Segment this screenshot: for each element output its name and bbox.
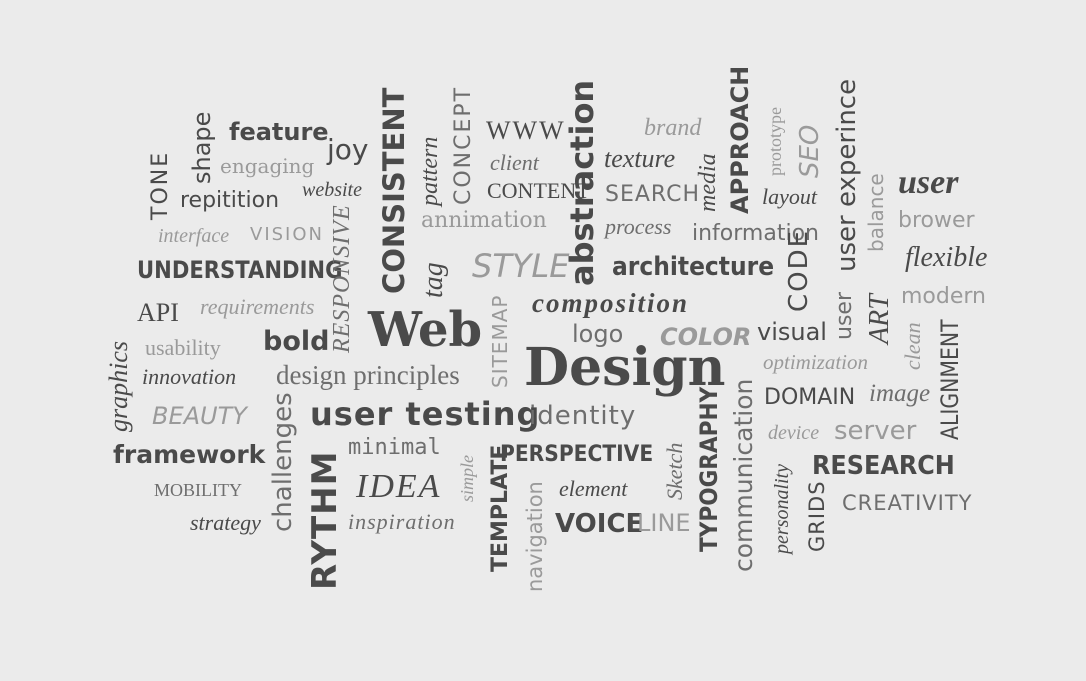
word-bold: bold [263,326,330,357]
word-seo: SEO [795,124,825,178]
word-annimation: annimation [421,208,547,233]
word-navigation: navigation [523,481,547,592]
word-repitition: repitition [180,188,280,213]
word-user-vertical: user [832,292,857,340]
word-innovation: innovation [142,364,237,389]
word-minimal: minimal [348,435,441,460]
word-alignment: ALIGNMENT [936,319,964,440]
word-consistent: CONSISTENT [377,87,411,294]
word-line: LINE [637,509,691,537]
word-understanding: UNDERSTANDING [137,256,343,284]
word-domain: DOMAIN [764,385,856,410]
word-user: user [898,164,959,201]
word-strategy: strategy [190,510,261,535]
word-visual: visual [757,318,827,346]
word-shape: shape [188,111,216,184]
word-style: STYLE [472,247,570,285]
word-concept: CONCEPT [451,85,476,205]
word-simple: simple [457,455,477,502]
word-flexible: flexible [905,242,988,273]
word-creativity: CREATIVITY [842,491,973,515]
word-identity: identity [529,401,637,431]
word-grids: GRIDS [805,480,829,552]
word-joy: joy [327,133,369,166]
word-client: client [490,150,539,175]
word-tag: tag [418,262,449,298]
word-information: information [692,221,819,246]
word-engaging: engaging [220,154,315,178]
word-user-experince: user experince [832,78,862,272]
word-idea: IDEA [356,468,442,505]
word-sketch: Sketch [662,442,687,500]
word-template: TEMPLATE [488,444,513,572]
word-element: element [559,476,628,501]
word-balance: balance [864,173,888,252]
word-approach: APPROACH [726,65,754,214]
word-requirements: requirements [200,294,315,319]
word-logo: logo [572,320,624,348]
word-modern: modern [901,284,986,309]
word-search: SEARCH [605,182,701,207]
word-api: API [137,298,179,327]
word-mobility: MOBILITY [154,480,242,500]
word-research: RESEARCH [812,451,955,481]
word-communication: communication [729,378,758,572]
word-texture: texture [604,144,676,173]
word-design-principles: design principles [276,360,460,390]
word-typography: TYPOGRAPHY [695,386,723,552]
word-media: media [695,153,721,212]
word-voice: VOICE [555,509,644,539]
word-design: Design [524,337,726,398]
word-brand: brand [644,115,702,141]
word-server: server [834,416,917,446]
word-pattern: pattern [417,136,443,206]
word-framework: framework [113,440,266,469]
word-responsive: RESPONSIVE [329,204,355,353]
word-www: WWW [486,116,566,145]
word-user-testing: user testing [310,395,541,433]
word-clean: clean [900,322,925,370]
word-architecture: architecture [612,252,775,282]
word-abstraction: abstraction [563,79,601,286]
word-brower: brower [898,208,975,233]
word-optimization: optimization [763,350,869,374]
word-rythm: RYTHM [305,450,345,590]
word-graphics: graphics [104,341,133,432]
word-feature: feature [229,118,329,146]
word-color: COLOR [660,323,752,351]
word-device: device [768,422,820,444]
word-composition: composition [532,288,690,318]
word-personality: personality [771,464,793,554]
word-tone: TONE [148,150,173,220]
word-website: website [302,179,362,201]
word-usability: usability [145,335,221,360]
word-sitemap: SITEMAP [488,294,512,388]
word-code: CODE [784,228,814,312]
word-interface: interface [158,225,230,247]
word-art: ART [864,294,895,344]
word-content: CONTENT [487,178,590,203]
word-vision: VISION [250,224,324,245]
word-beauty: BEAUTY [152,402,247,430]
word-challenges: challenges [268,392,298,532]
word-process: process [605,214,672,239]
word-layout: layout [762,184,817,209]
word-inspiration: inspiration [348,509,456,534]
word-perspective: PERSPECTIVE [500,442,654,467]
word-web: Web [368,302,483,358]
word-image: image [869,380,931,407]
word-prototype: prototype [765,107,785,176]
